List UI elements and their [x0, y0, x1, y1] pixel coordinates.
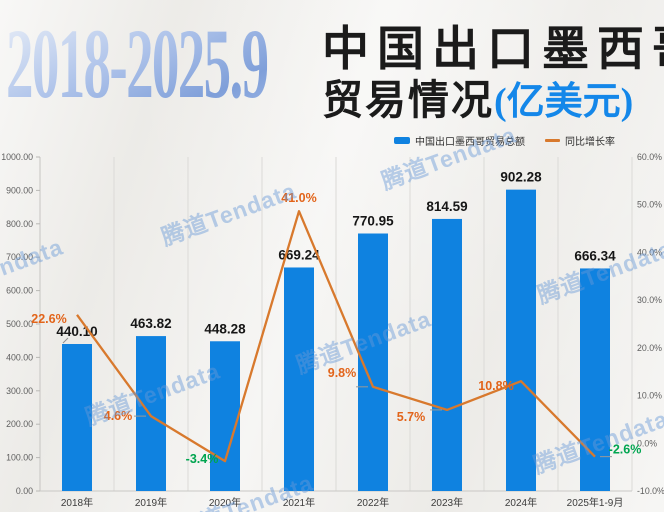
x-axis-label: 2021年 — [283, 496, 315, 509]
x-axis-label: 2024年 — [505, 496, 537, 509]
trade-bar — [210, 341, 240, 491]
legend-item-trade-total: 中国出口墨西哥贸易总额 — [394, 133, 525, 148]
trade-bar — [580, 268, 610, 491]
trade-bar — [136, 336, 166, 491]
title-line2-text: 贸易情况 — [322, 76, 494, 123]
left-axis-tick-label: 600.00 — [6, 286, 33, 296]
title-block: 中国出口墨西哥 贸易情况(亿美元) — [322, 26, 664, 121]
right-axis-tick-label: 10.0% — [637, 391, 662, 401]
x-axis-label: 2025年1-9月 — [567, 496, 624, 509]
bar-value-label: 666.34 — [574, 248, 616, 263]
right-axis-tick-label: -10.0% — [637, 486, 664, 496]
growth-rate-label: 41.0% — [281, 191, 316, 205]
left-axis-tick-label: 700.00 — [6, 252, 33, 262]
legend-item-growth-rate: 同比增长率 — [545, 133, 615, 148]
title-unit: (亿美元) — [494, 80, 634, 123]
x-axis-label: 2018年 — [61, 496, 93, 509]
left-axis-tick-label: 300.00 — [6, 386, 33, 396]
left-axis-tick-label: 800.00 — [6, 219, 33, 229]
right-axis-tick-label: 0.0% — [637, 438, 657, 448]
label-leader-line — [62, 337, 69, 344]
bar-value-label: 440.10 — [56, 324, 97, 339]
line-series-swatch-icon — [545, 138, 560, 142]
bar-value-label: 902.28 — [500, 170, 542, 185]
growth-rate-label: 10.8% — [478, 379, 513, 393]
left-axis-tick-label: 100.00 — [6, 453, 33, 463]
chart-legend: 中国出口墨西哥贸易总额 同比增长率 — [394, 131, 615, 149]
title-line1: 中国出口墨西哥 — [322, 24, 664, 76]
growth-rate-label: 5.7% — [397, 410, 426, 424]
legend-label-trade-total: 中国出口墨西哥贸易总额 — [415, 136, 525, 148]
title-line2: 贸易情况(亿美元) — [322, 76, 664, 123]
x-axis-label: 2020年 — [209, 496, 241, 509]
title-year-range: 2018-2025.9 — [6, 8, 269, 119]
right-axis-tick-label: 50.0% — [637, 200, 662, 210]
left-axis-tick-label: 900.00 — [6, 185, 33, 195]
x-axis-label: 2022年 — [357, 496, 389, 509]
trade-bar — [506, 189, 536, 491]
bar-value-label: 448.28 — [204, 321, 246, 336]
right-axis-tick-label: 30.0% — [637, 295, 662, 305]
bar-value-label: 463.82 — [130, 316, 171, 331]
x-axis-label: 2019年 — [135, 496, 167, 509]
x-axis-label: 2023年 — [431, 496, 463, 509]
right-axis-tick-label: 60.0% — [637, 152, 662, 162]
right-axis-tick-label: 40.0% — [637, 247, 662, 257]
bar-value-label: 669.24 — [278, 247, 320, 262]
growth-rate-label: 22.6% — [31, 312, 66, 326]
left-axis-tick-label: 500.00 — [6, 319, 33, 329]
growth-rate-line — [76, 210, 596, 463]
growth-rate-label: 4.6% — [104, 409, 133, 423]
growth-rate-label: 9.8% — [328, 366, 357, 380]
legend-label-growth-rate: 同比增长率 — [565, 136, 615, 148]
left-axis-tick-label: 400.00 — [6, 352, 33, 362]
left-axis-tick-label: 0.00 — [16, 486, 33, 496]
bar-series-swatch-icon — [394, 136, 410, 144]
left-axis-tick-label: 200.00 — [6, 419, 33, 429]
trade-bar — [432, 218, 462, 491]
growth-rate-label: -3.4% — [186, 452, 219, 466]
right-axis-tick-label: 20.0% — [637, 343, 662, 353]
trade-bar — [284, 267, 314, 491]
bar-value-label: 770.95 — [352, 214, 394, 229]
bar-value-label: 814.59 — [426, 199, 467, 214]
trade-bar — [62, 344, 92, 491]
left-axis-tick-label: 1000.00 — [1, 152, 33, 162]
growth-rate-label: -2.6% — [609, 443, 642, 457]
